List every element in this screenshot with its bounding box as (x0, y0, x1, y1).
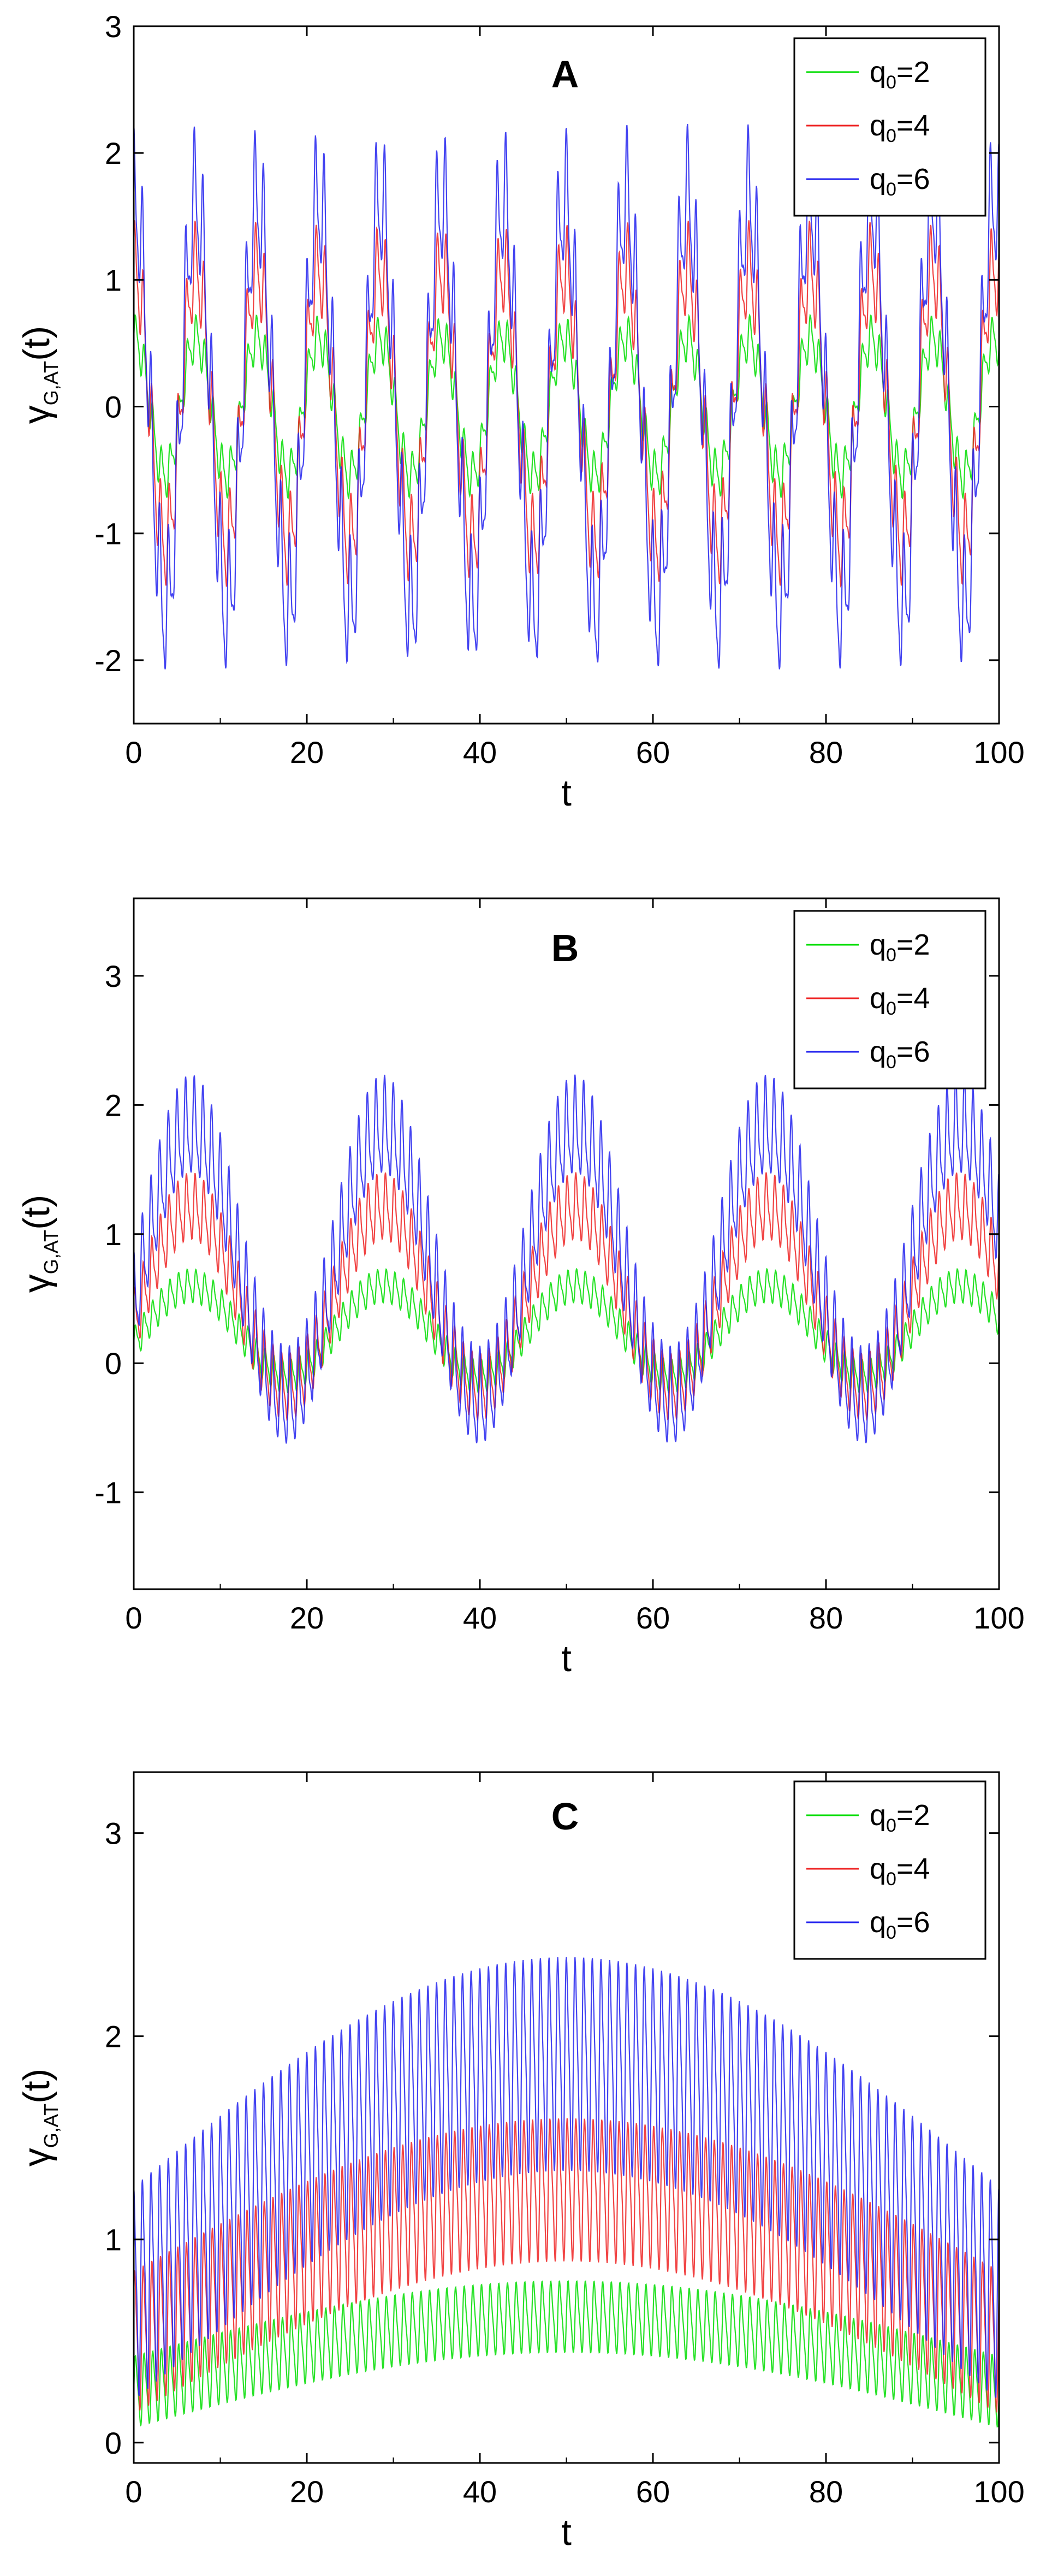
series-line-q0-2 (134, 313, 999, 500)
y-tick-label: 0 (105, 2426, 122, 2460)
x-tick-label: 20 (290, 735, 324, 769)
y-tick-label: 2 (105, 136, 122, 170)
y-tick-label: -1 (94, 517, 122, 551)
series-line-q0-6 (134, 1957, 999, 2398)
x-tick-label: 40 (463, 2474, 497, 2509)
y-tick-label: 1 (105, 2223, 122, 2257)
y-axis-title: γG,AT(t) (16, 1195, 62, 1293)
x-tick-label: 100 (973, 1601, 1024, 1635)
series-group (134, 123, 999, 670)
y-tick-label: 1 (105, 263, 122, 297)
x-tick-label: 20 (290, 1601, 324, 1635)
legend-box (793, 910, 986, 1089)
legend: q0=2 q0=4 q0=6 (793, 37, 986, 217)
x-tick-label: 0 (125, 1601, 142, 1635)
y-tick-label: 2 (105, 1088, 122, 1122)
y-tick-label: 2 (105, 2020, 122, 2054)
y-tick-label: -1 (94, 1476, 122, 1510)
series-group (134, 1074, 999, 1444)
x-tick-label: 100 (973, 735, 1024, 769)
x-tick-label: 0 (125, 735, 142, 769)
panel-title: C (551, 1795, 579, 1838)
series-line-q0-4 (134, 220, 999, 588)
panel-title: A (551, 53, 579, 96)
series-line-q0-6 (134, 123, 999, 670)
x-axis-title: t (561, 1638, 572, 1679)
series-line-q0-4 (134, 2118, 999, 2413)
legend-label: q0=2 (870, 1799, 930, 1836)
x-tick-label: 100 (973, 2474, 1024, 2509)
legend-box (793, 1780, 986, 1960)
y-tick-label: -2 (94, 643, 122, 678)
series-line-q0-2 (134, 2280, 999, 2428)
legend-label: q0=4 (870, 109, 930, 146)
x-tick-label: 40 (463, 735, 497, 769)
y-tick-label: 1 (105, 1217, 122, 1252)
legend: q0=2 q0=4 q0=6 (793, 1780, 986, 1960)
y-axis-title: γG,AT(t) (16, 2069, 62, 2167)
legend-label: q0=6 (870, 1906, 930, 1943)
series-group (134, 1957, 999, 2428)
legend-label: q0=4 (870, 1852, 930, 1890)
x-tick-label: 80 (809, 1601, 843, 1635)
y-tick-label: 3 (105, 959, 122, 993)
x-tick-label: 20 (290, 2474, 324, 2509)
x-tick-label: 80 (809, 2474, 843, 2509)
series-line-q0-2 (134, 1268, 999, 1394)
series-line-q0-4 (134, 1172, 999, 1422)
x-tick-label: 60 (636, 735, 670, 769)
panel-b: 0 20 40 60 80 100 -1 0 1 2 3 t γG,AT(t) B q0=2 q0=4 q0=6 (16, 897, 1025, 1679)
x-tick-label: 60 (636, 1601, 670, 1635)
legend-box (793, 37, 986, 217)
x-tick-label: 80 (809, 735, 843, 769)
series-line-q0-6 (134, 1074, 999, 1444)
legend-label: q0=6 (870, 1035, 930, 1073)
legend-label: q0=2 (870, 928, 930, 966)
legend-label: q0=2 (870, 56, 930, 93)
x-axis-title: t (561, 772, 572, 814)
legend: q0=2 q0=4 q0=6 (793, 910, 986, 1089)
y-tick-label: 3 (105, 1816, 122, 1851)
x-tick-label: 60 (636, 2474, 670, 2509)
x-axis-title: t (561, 2512, 572, 2553)
legend-label: q0=4 (870, 982, 930, 1019)
y-tick-label: 0 (105, 1346, 122, 1381)
panel-title: B (551, 927, 579, 969)
legend-label: q0=6 (870, 163, 930, 200)
x-tick-label: 40 (463, 1601, 497, 1635)
panel-c: 0 20 40 60 80 100 0 1 2 3 t γG,AT(t) C q0=2 q0=4 q0=6 (16, 1771, 1025, 2553)
x-tick-label: 0 (125, 2474, 142, 2509)
y-tick-label: 0 (105, 390, 122, 424)
y-tick-label: 3 (105, 9, 122, 44)
y-axis-title: γG,AT(t) (16, 326, 62, 424)
